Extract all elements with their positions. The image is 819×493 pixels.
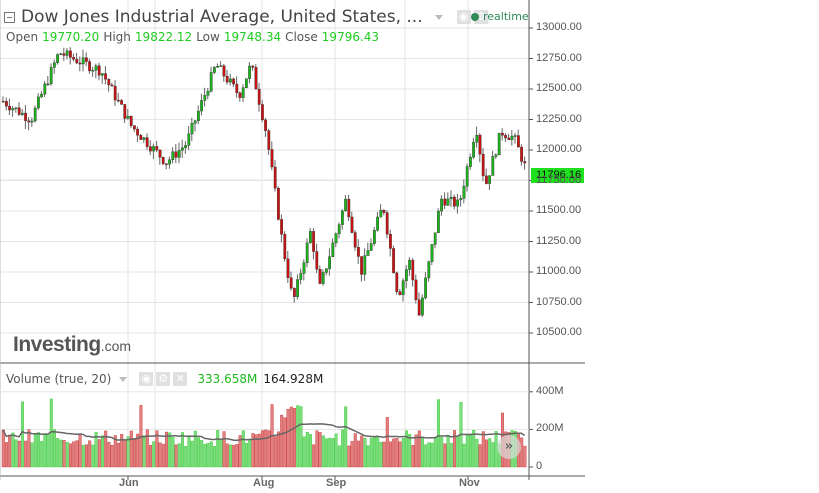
eye-icon[interactable]: ◉ <box>139 372 154 386</box>
chart-header: Dow Jones Industrial Average, United Sta… <box>4 6 488 28</box>
volume-ma-line <box>2 423 526 442</box>
scroll-to-latest-button[interactable]: » <box>497 435 521 459</box>
investing-logo: Investing.com <box>13 333 131 357</box>
price-axis-label: 12250.00 <box>536 112 582 125</box>
eye-icon[interactable]: ◉ <box>456 10 471 24</box>
status-dot-icon <box>471 12 479 21</box>
price-axis-label: 10500.00 <box>536 326 582 338</box>
high-label: High <box>103 30 131 44</box>
realtime-indicator: realtime <box>471 10 529 23</box>
volume-current-value: 333.658M <box>197 372 258 386</box>
open-value: 19770.20 <box>42 30 100 44</box>
realtime-label: realtime <box>483 10 529 23</box>
price-axis-label: 12750.00 <box>536 51 582 64</box>
candles <box>1 47 527 318</box>
chevron-down-icon[interactable] <box>119 376 128 382</box>
gear-icon[interactable]: ⚙ <box>156 372 171 386</box>
logo-main: Investing <box>13 333 101 356</box>
price-axis-label: 10750.00 <box>536 295 582 308</box>
price-axis-label: 11750.00 <box>536 173 582 186</box>
price-axis-label: 11000.00 <box>536 265 582 277</box>
volume-axis-label: 400M <box>536 384 564 397</box>
time-axis-label: Nov <box>459 477 480 489</box>
volume-ma-value: 164.928M <box>263 372 324 386</box>
close-value: 19796.43 <box>321 30 380 44</box>
logo-suffix: .com <box>100 338 132 354</box>
time-axis-label: Jun <box>119 477 139 489</box>
volume-axis-label: 0 <box>536 460 543 472</box>
price-axis-label: 12000.00 <box>536 143 582 155</box>
chevron-down-icon[interactable] <box>434 14 443 20</box>
instrument-title: Dow Jones Industrial Average, United Sta… <box>21 7 423 27</box>
low-label: Low <box>196 30 220 44</box>
volume-header: Volume (true, 20) ◉ ⚙ ✕ 333.658M 164.928… <box>6 372 323 386</box>
price-axis-label: 12500.00 <box>536 82 582 94</box>
price-axis-label: 11250.00 <box>536 234 582 247</box>
high-value: 19822.12 <box>134 30 193 44</box>
low-value: 19748.34 <box>223 30 282 44</box>
price-axis-label: 13000.00 <box>536 21 582 33</box>
ohlc-readout: Open 19770.20 High 19822.12 Low 19748.34 Close… <box>6 30 383 44</box>
open-label: Open <box>6 30 39 44</box>
close-icon[interactable]: ✕ <box>173 372 188 386</box>
volume-bars <box>1 398 527 468</box>
volume-label: Volume (true, 20) <box>6 372 112 386</box>
last-price-tag: 11796.16 <box>531 168 584 183</box>
volume-axis-label: 200M <box>536 422 564 435</box>
time-axis-label: Aug <box>253 477 275 489</box>
price-axis-label: 11500.00 <box>536 204 582 216</box>
close-label: Close <box>285 30 318 44</box>
time-axis-label: Sep <box>326 477 347 489</box>
collapse-icon[interactable] <box>4 11 15 23</box>
